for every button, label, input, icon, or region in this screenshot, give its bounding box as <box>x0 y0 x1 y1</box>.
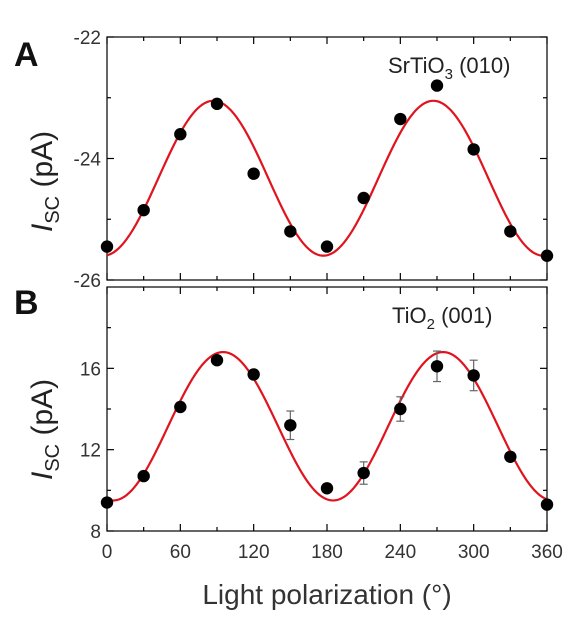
data-point <box>174 128 187 141</box>
data-point <box>320 240 334 253</box>
data-point <box>467 369 480 382</box>
y-tick-label: -22 <box>74 28 101 49</box>
x-tick-label: 240 <box>384 542 416 563</box>
y-tick-label: 8 <box>90 522 101 543</box>
panel-a-annotation: SrTiO3 (010) <box>388 53 510 83</box>
x-tick-label: 180 <box>311 542 343 563</box>
data-point <box>540 249 554 262</box>
data-point <box>210 97 224 111</box>
y-tick-label: 12 <box>80 441 101 462</box>
data-point <box>137 203 150 217</box>
data-point <box>320 482 334 495</box>
y-tick-label: -26 <box>74 271 101 292</box>
panel-b-data-points <box>100 350 554 511</box>
data-point <box>394 112 407 126</box>
data-point <box>504 450 517 463</box>
data-point <box>284 419 297 432</box>
panel-b: B TiO2 (001) 0 60 120 180 240 300 360 8 12 16 ISC… <box>14 284 563 563</box>
data-point <box>137 469 150 483</box>
panel-b-fit-curve <box>106 351 548 502</box>
panel-b-ticks: 0 60 120 180 240 300 360 8 12 16 <box>80 287 563 563</box>
y-tick-label: 16 <box>80 359 101 380</box>
panel-b-annotation: TiO2 (001) <box>392 303 492 333</box>
x-tick-label: 300 <box>458 542 490 563</box>
data-point <box>540 498 554 511</box>
data-point <box>357 191 370 205</box>
data-point <box>430 79 444 92</box>
y-tick-label: -24 <box>74 150 102 171</box>
x-axis-label: Light polarization (°) <box>202 579 451 610</box>
data-point <box>284 225 297 238</box>
data-point <box>174 400 187 414</box>
panel-a-data-points <box>100 79 554 262</box>
panel-b-y-axis-label: ISC (pA) <box>26 379 64 480</box>
data-point <box>467 143 480 156</box>
data-point <box>357 466 370 480</box>
data-point <box>394 402 407 416</box>
x-tick-label: 360 <box>531 542 563 563</box>
x-tick-label: 120 <box>238 542 270 563</box>
panel-a: A SrTiO3 (010) -22 -24 -26 ISC (pA) <box>14 28 554 292</box>
panel-a-fit-curve <box>106 99 548 257</box>
data-point <box>247 167 260 180</box>
data-point <box>247 368 260 381</box>
data-point <box>504 225 517 238</box>
data-point <box>430 360 444 373</box>
panel-a-y-axis-label: ISC (pA) <box>26 131 64 232</box>
data-point <box>210 354 224 367</box>
x-tick-label: 60 <box>170 542 191 563</box>
data-point <box>100 240 114 253</box>
x-tick-label: 0 <box>102 542 113 563</box>
panel-a-letter: A <box>14 36 39 74</box>
panel-b-letter: B <box>14 284 39 322</box>
data-point <box>100 496 114 509</box>
panel-a-ticks: -22 -24 -26 <box>74 28 548 292</box>
